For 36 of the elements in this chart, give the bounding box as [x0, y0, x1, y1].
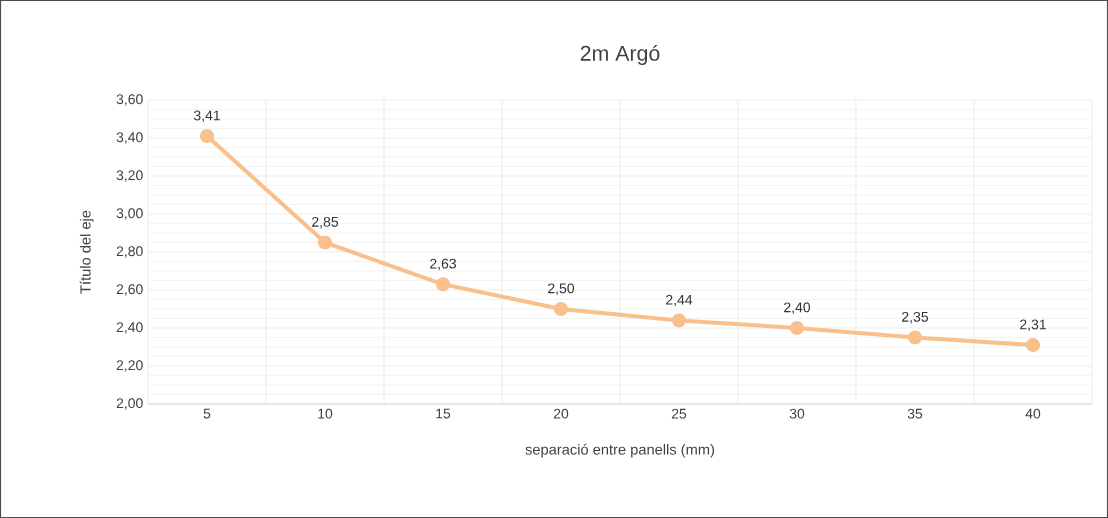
y-tick-label: 2,00 — [116, 398, 143, 410]
y-tick-label: 2,40 — [116, 322, 143, 334]
data-label: 3,41 — [193, 110, 220, 123]
point — [671, 313, 687, 328]
data-label: 2,50 — [548, 283, 575, 295]
point — [553, 301, 569, 317]
point — [789, 320, 805, 336]
y-tick-label: 2,80 — [116, 246, 143, 258]
data-label: 2,31 — [1020, 319, 1046, 332]
y-tick-label: 3,20 — [116, 170, 143, 182]
y-tick-label: 3,40 — [116, 132, 143, 144]
chart-title: 2m Argó — [580, 44, 660, 66]
x-tick-label: 5 — [203, 408, 211, 419]
x-tick-label: 35 — [907, 408, 923, 419]
x-tick-label: 20 — [553, 408, 569, 419]
point — [199, 129, 215, 144]
x-tick-label: 40 — [1025, 408, 1041, 419]
y-tick-label: 3,00 — [116, 208, 143, 220]
point — [435, 277, 451, 292]
y-tick-label: 2,20 — [116, 360, 143, 372]
point — [317, 235, 333, 250]
x-tick-label: 25 — [671, 408, 687, 419]
x-tick-label: 10 — [318, 408, 333, 419]
x-axis-title: separació entre panells (mm) — [525, 443, 715, 458]
data-label: 2,40 — [784, 302, 811, 314]
x-tick-label: 30 — [789, 408, 805, 419]
data-label: 2,44 — [666, 294, 693, 307]
data-label: 2,35 — [902, 311, 929, 324]
point — [1025, 338, 1041, 353]
y-tick-label: 2,60 — [116, 284, 143, 296]
point — [907, 330, 923, 345]
data-label: 2,63 — [430, 258, 457, 271]
x-tick-label: 15 — [436, 408, 451, 419]
data-label: 2,85 — [312, 216, 339, 229]
y-tick-label: 3,60 — [116, 94, 143, 106]
y-axis-title: Título del eje — [79, 210, 94, 294]
